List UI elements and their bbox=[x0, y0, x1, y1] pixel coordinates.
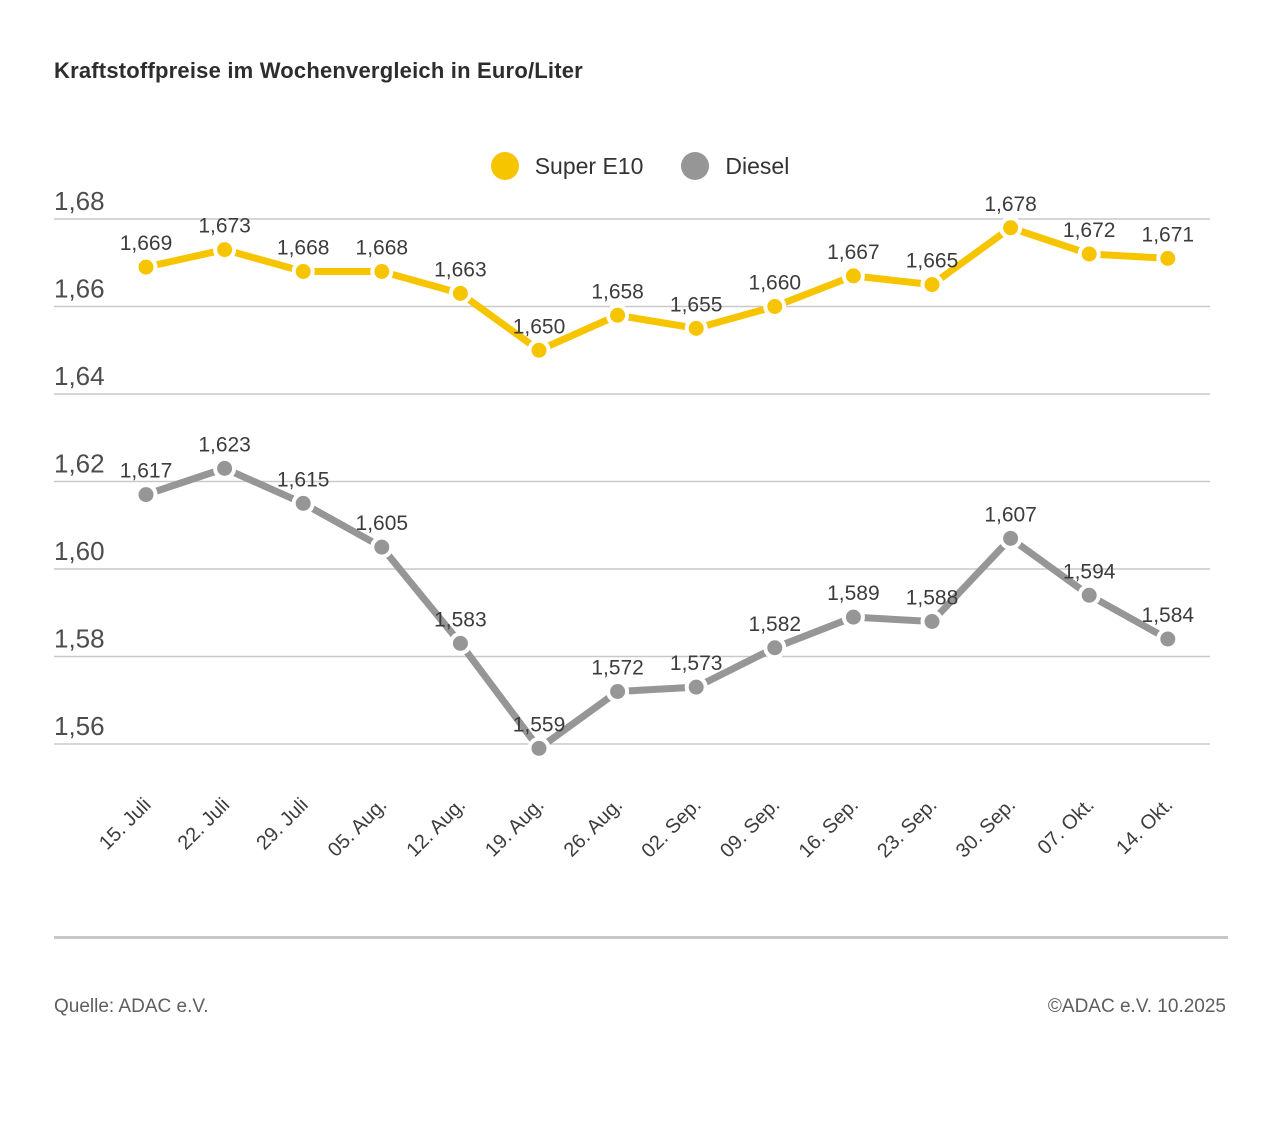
series-line-diesel bbox=[144, 464, 1170, 752]
data-label: 1,655 bbox=[670, 293, 723, 316]
source-label: Quelle: ADAC e.V. bbox=[54, 996, 209, 1017]
data-label: 1,660 bbox=[749, 272, 802, 295]
data-point bbox=[213, 238, 237, 262]
data-point bbox=[527, 736, 551, 760]
x-tick-label: 07. Okt. bbox=[1034, 794, 1099, 859]
data-point bbox=[134, 483, 158, 507]
y-tick-label: 1,60 bbox=[54, 536, 105, 566]
data-point bbox=[920, 610, 944, 633]
y-tick-label: 1,64 bbox=[54, 361, 105, 391]
data-point bbox=[370, 535, 394, 559]
y-tick-label: 1,56 bbox=[54, 711, 105, 741]
series-line-super-e10 bbox=[145, 224, 1168, 354]
x-tick-label: 30. Sep. bbox=[952, 794, 1020, 862]
data-label: 1,650 bbox=[513, 315, 566, 338]
data-label: 1,678 bbox=[984, 193, 1037, 216]
y-tick-label: 1,66 bbox=[54, 274, 105, 304]
data-label: 1,588 bbox=[906, 587, 959, 610]
data-point bbox=[1077, 242, 1101, 266]
data-label: 1,623 bbox=[198, 433, 251, 456]
data-label: 1,617 bbox=[120, 460, 173, 483]
legend-label-diesel: Diesel bbox=[725, 152, 790, 179]
data-label: 1,589 bbox=[827, 582, 880, 605]
data-point bbox=[763, 295, 787, 318]
copyright-label: ©ADAC e.V. 10.2025 bbox=[1047, 996, 1226, 1017]
data-point bbox=[1156, 627, 1180, 651]
y-tick-label: 1,68 bbox=[54, 186, 105, 216]
x-tick-label: 16. Sep. bbox=[795, 794, 863, 862]
x-tick-label: 26. Aug. bbox=[560, 794, 627, 861]
data-label: 1,667 bbox=[827, 241, 880, 264]
x-tick-label: 05. Aug. bbox=[324, 794, 391, 861]
data-point bbox=[999, 216, 1023, 240]
data-point bbox=[606, 680, 630, 703]
data-label: 1,673 bbox=[198, 215, 251, 238]
data-point bbox=[527, 338, 551, 362]
data-label: 1,559 bbox=[513, 713, 566, 736]
data-point bbox=[763, 636, 787, 660]
x-tick-label: 19. Aug. bbox=[481, 794, 548, 861]
legend-label-super-e10: Super E10 bbox=[534, 152, 644, 179]
x-tick-label: 02. Sep. bbox=[637, 794, 705, 862]
data-point bbox=[1156, 246, 1180, 270]
y-tick-label: 1,58 bbox=[54, 624, 105, 654]
data-point bbox=[841, 605, 865, 629]
chart-title: Kraftstoffpreise im Wochenvergleich in E… bbox=[54, 58, 583, 83]
data-label: 1,669 bbox=[120, 232, 173, 255]
data-label: 1,668 bbox=[356, 237, 409, 260]
data-label: 1,672 bbox=[1063, 219, 1116, 242]
data-point bbox=[213, 456, 237, 480]
data-label: 1,582 bbox=[749, 613, 802, 636]
data-label: 1,671 bbox=[1142, 223, 1195, 246]
x-tick-label: 12. Aug. bbox=[402, 794, 469, 861]
data-point bbox=[448, 281, 472, 305]
x-tick-label: 29. Juli bbox=[252, 794, 312, 854]
data-label: 1,668 bbox=[277, 237, 330, 260]
data-point bbox=[291, 491, 315, 515]
data-label: 1,663 bbox=[434, 258, 487, 281]
data-point bbox=[448, 631, 472, 655]
diesel-legend-dot-icon bbox=[681, 152, 710, 180]
data-point bbox=[684, 316, 708, 340]
data-point bbox=[370, 260, 394, 283]
x-tick-label: 15. Juli bbox=[95, 794, 155, 854]
data-point bbox=[606, 303, 630, 327]
super-e10-legend-dot-icon bbox=[490, 152, 519, 180]
data-point bbox=[1077, 583, 1101, 607]
data-label: 1,584 bbox=[1142, 604, 1195, 627]
data-point bbox=[134, 255, 158, 279]
legend-item-diesel: Diesel bbox=[681, 152, 789, 180]
data-label: 1,615 bbox=[277, 468, 330, 491]
y-tick-label: 1,62 bbox=[54, 449, 105, 479]
data-point bbox=[684, 675, 708, 699]
x-tick-label: 09. Sep. bbox=[716, 794, 784, 862]
x-tick-label: 14. Okt. bbox=[1112, 794, 1177, 859]
data-point bbox=[291, 260, 315, 283]
data-label: 1,572 bbox=[591, 657, 644, 680]
data-label: 1,605 bbox=[356, 512, 409, 535]
data-point bbox=[999, 526, 1023, 550]
data-label: 1,573 bbox=[670, 652, 723, 675]
data-label: 1,594 bbox=[1063, 560, 1116, 583]
legend-item-super-e10: Super E10 bbox=[490, 152, 644, 180]
footer-divider bbox=[54, 936, 1228, 939]
data-label: 1,607 bbox=[984, 503, 1037, 526]
data-label: 1,665 bbox=[906, 250, 959, 273]
data-point bbox=[841, 264, 865, 288]
x-tick-label: 23. Sep. bbox=[873, 794, 941, 862]
chart-legend: Super E10 Diesel bbox=[0, 152, 1280, 180]
data-point bbox=[920, 273, 944, 297]
data-label: 1,583 bbox=[434, 608, 487, 631]
data-label: 1,658 bbox=[591, 280, 644, 303]
x-tick-label: 22. Juli bbox=[174, 794, 234, 854]
